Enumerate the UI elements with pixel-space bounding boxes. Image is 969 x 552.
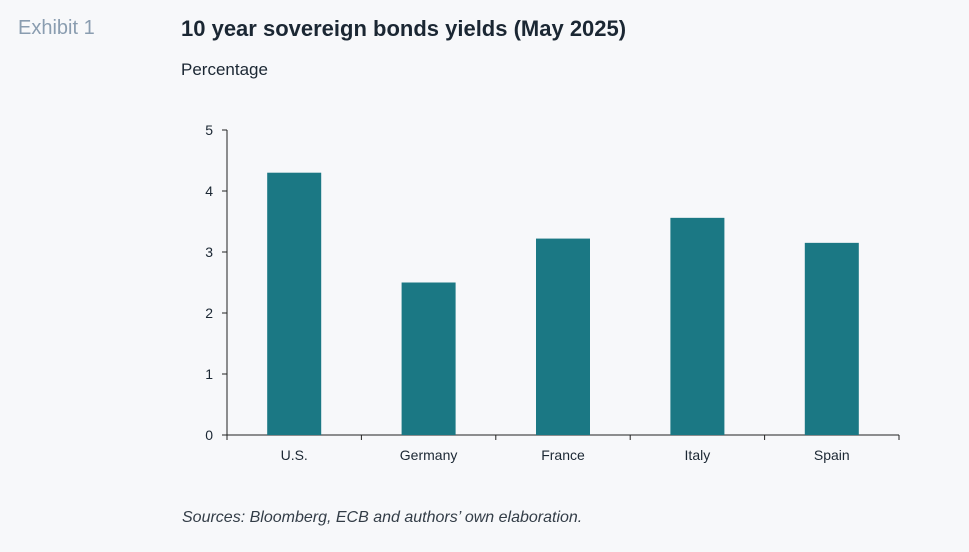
y-tick-label: 4 <box>205 183 213 199</box>
x-category-label: Germany <box>400 447 458 463</box>
source-note: Sources: Bloomberg, ECB and authors’ own… <box>182 509 583 526</box>
exhibit-label: Exhibit 1 <box>18 17 95 39</box>
y-tick-label: 2 <box>205 305 213 321</box>
x-category-label: Spain <box>814 447 850 463</box>
bar <box>536 238 590 435</box>
y-axis: 0 1 2 3 4 5 <box>205 122 228 443</box>
bar <box>401 282 456 435</box>
bar <box>267 172 322 435</box>
x-category-label: U.S. <box>281 447 308 463</box>
y-tick-label: 0 <box>205 427 213 443</box>
y-tick-label: 3 <box>205 244 213 260</box>
y-tick-label: 1 <box>205 366 213 382</box>
bar <box>804 242 859 435</box>
y-tick-label: 5 <box>205 122 213 138</box>
x-axis: U.S. Germany France Italy Spain <box>226 434 900 463</box>
chart-title: 10 year sovereign bonds yields (May 2025… <box>181 16 627 41</box>
x-category-label: France <box>541 447 585 463</box>
bar <box>670 217 725 435</box>
bars <box>267 172 859 435</box>
chart-subtitle: Percentage <box>181 60 268 79</box>
x-category-label: Italy <box>685 447 711 463</box>
